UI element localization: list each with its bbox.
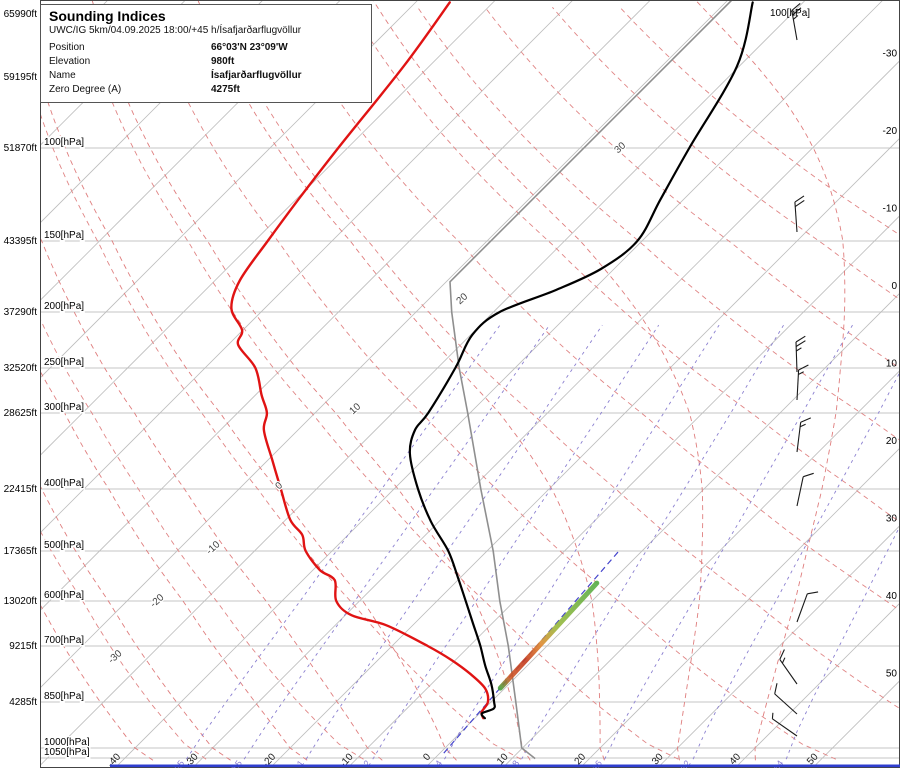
altitude-ft-label: 9215ft (9, 641, 37, 652)
mixing-ratio-label: 16 (590, 758, 604, 768)
chart-border (40, 0, 900, 768)
wind-barb (794, 195, 805, 233)
pressure-label: 850[hPa] (44, 691, 84, 702)
info-value-position: 66°03'N 23°09'W (211, 42, 288, 53)
wind-barb (796, 417, 812, 453)
panel-title: Sounding Indices (49, 8, 166, 24)
altitude-ft-label: 13020ft (4, 596, 38, 607)
altitude-ft-label: 4285ft (9, 697, 37, 708)
bottom-bar (110, 764, 900, 768)
pressure-label: 100[hPa] (44, 137, 84, 148)
model-run-line: UWC/IG 5km/04.09.2025 18:00/+45 h/Ísafja… (49, 25, 302, 36)
mixing-ratio-label: 0.25 (168, 758, 186, 768)
altitude-ft-label: 37290ft (4, 307, 38, 318)
sounding-info-panel: Sounding Indices UWC/IG 5km/04.09.2025 1… (40, 4, 372, 103)
moist-adiabats (40, 0, 846, 761)
pressure-label: 150[hPa] (44, 230, 84, 241)
pressure-label: 500[hPa] (44, 540, 84, 551)
right-temp-label: 30 (886, 514, 898, 525)
top-right-pressure-label: 100[hPa] (770, 8, 810, 19)
wind-barb (795, 335, 806, 373)
right-temp-label: 40 (886, 591, 898, 602)
mixing-ratio-label: 8 (510, 758, 521, 768)
bottom-temp-label: 0 (421, 751, 433, 763)
mixing-ratio-label: 0.5 (229, 758, 244, 768)
wind-barbs (771, 2, 819, 737)
mixing-ratio-lines (185, 324, 900, 760)
right-temp-label: -30 (883, 49, 898, 60)
wind-barb (779, 649, 798, 685)
pressure-label: 300[hPa] (44, 402, 84, 413)
wind-barb (771, 712, 798, 737)
right-temp-label: 50 (886, 669, 898, 680)
right-temp-label: -20 (883, 126, 898, 137)
mixing-ratio-label: 32 (679, 758, 693, 768)
dry-adiabats (40, 6, 900, 760)
wind-barb (796, 472, 814, 507)
altitude-ft-label: 28625ft (4, 408, 38, 419)
pressure-label: 400[hPa] (44, 478, 84, 489)
info-label-position: Position (49, 42, 85, 53)
moist-adiabat-label: 10 (348, 401, 364, 417)
pressure-label: 250[hPa] (44, 357, 84, 368)
info-value-zero-degree: 4275ft (211, 84, 240, 95)
pressure-gridlines (40, 147, 900, 759)
mixing-ratio-label: 64 (772, 758, 786, 768)
info-label-name: Name (49, 70, 76, 81)
moist-adiabat-label: 30 (613, 140, 629, 156)
info-row-name: Name Ísafjarðarflugvöllur (49, 69, 363, 83)
altitude-ft-label: 65990ft (4, 9, 38, 20)
moist-adiabat-label: -20 (148, 592, 166, 610)
wind-barb (796, 591, 819, 623)
right-temp-label: 0 (891, 281, 897, 292)
info-row-zero-degree: Zero Degree (A) 4275ft (49, 83, 363, 97)
altitude-ft-label: 43395ft (4, 236, 38, 247)
altitude-ft-label: 51870ft (4, 143, 38, 154)
wind-barb (774, 683, 798, 715)
pressure-label: 600[hPa] (44, 590, 84, 601)
pressure-label: 200[hPa] (44, 301, 84, 312)
mixing-ratio-label: 2 (361, 758, 372, 768)
mixing-ratio-label: 4 (433, 758, 444, 768)
info-label-zero-degree: Zero Degree (A) (49, 84, 122, 95)
right-temp-label: 20 (886, 436, 898, 447)
info-row-position: Position 66°03'N 23°09'W (49, 41, 363, 55)
altitude-ft-label: 32520ft (4, 363, 38, 374)
wind-barb (796, 364, 809, 401)
pressure-label: 1000[hPa] (44, 737, 90, 748)
info-value-elevation: 980ft (211, 56, 235, 67)
info-value-name: Ísafjarðarflugvöllur (211, 70, 302, 81)
pressure-label: 1050[hPa] (44, 747, 90, 758)
info-row-elevation: Elevation 980ft (49, 55, 363, 69)
parcel-path (449, 0, 734, 760)
cape-highlight-segment (497, 580, 600, 691)
altitude-ft-label: 17365ft (4, 546, 38, 557)
altitude-ft-label: 22415ft (4, 484, 38, 495)
wind-barb (791, 2, 802, 41)
dewpoint-curve (230, 1, 490, 720)
pressure-label: 700[hPa] (44, 635, 84, 646)
right-temp-label: -10 (883, 204, 898, 215)
info-label-elevation: Elevation (49, 56, 91, 67)
altitude-ft-label: 59195ft (4, 72, 38, 83)
moist-adiabat-label: 20 (455, 291, 471, 307)
temperature-curve (408, 1, 754, 720)
right-temp-label: 10 (886, 359, 898, 370)
mixing-ratio-label: 1 (295, 758, 306, 768)
